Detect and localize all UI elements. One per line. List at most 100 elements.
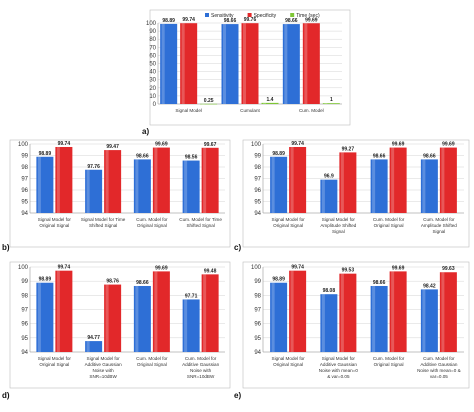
bar-highlight bbox=[105, 150, 109, 213]
bar-sensitivity bbox=[370, 159, 388, 213]
x-tick-label: Additive Gaussian bbox=[85, 362, 122, 367]
data-label: 99.69 bbox=[155, 142, 168, 148]
x-tick-label: Additive Gaussian bbox=[420, 362, 457, 367]
x-tick-label: Cum. Model for bbox=[136, 217, 168, 222]
data-label: 98.89 bbox=[272, 277, 285, 283]
y-tick-label: 20 bbox=[149, 86, 156, 92]
data-label: 99.69 bbox=[305, 17, 318, 23]
bar-sensitivity bbox=[36, 156, 54, 213]
y-tick-label: 95 bbox=[254, 336, 261, 342]
bar-highlight bbox=[271, 282, 275, 352]
y-tick-label: 97 bbox=[21, 308, 28, 314]
data-label: 99.69 bbox=[392, 265, 405, 271]
x-tick-label: Cum. Model for Time bbox=[179, 217, 222, 222]
x-tick-label: Cum. Model bbox=[299, 108, 324, 113]
x-tick-label: Original Signal bbox=[39, 223, 69, 228]
y-tick-label: 100 bbox=[251, 265, 262, 271]
y-tick-label: 100 bbox=[251, 142, 262, 148]
bar-highlight bbox=[161, 23, 165, 104]
y-tick-label: 94 bbox=[21, 350, 28, 356]
legend-swatch bbox=[205, 13, 209, 17]
x-tick-label: Cum. Model for bbox=[373, 217, 405, 222]
chart-panel-b: 94 95 96 97 98 99 100 98.89 99.74 Signal Model fo… bbox=[9, 139, 231, 248]
y-tick-label: 94 bbox=[21, 211, 28, 217]
bar-sensitivity bbox=[85, 341, 103, 352]
legend-swatch bbox=[290, 13, 295, 17]
y-tick-label: 99 bbox=[254, 279, 261, 285]
data-label: 1 bbox=[330, 97, 333, 103]
bar-highlight bbox=[321, 294, 325, 352]
y-tick-label: 100 bbox=[146, 21, 157, 27]
y-tick-label: 40 bbox=[149, 70, 156, 76]
data-label: 98.89 bbox=[272, 151, 285, 157]
x-tick-label: Original Signal bbox=[374, 223, 404, 228]
bar-highlight bbox=[135, 159, 139, 213]
y-tick-label: 94 bbox=[254, 350, 261, 356]
data-label: 99.48 bbox=[204, 268, 217, 274]
data-label: 98.08 bbox=[323, 288, 336, 294]
data-label: 94.77 bbox=[87, 335, 100, 341]
bar-sensitivity bbox=[182, 299, 200, 352]
bar-highlight bbox=[290, 270, 294, 352]
data-label: 99.74 bbox=[291, 141, 304, 147]
bar-sensitivity bbox=[85, 169, 103, 213]
bar-time-sec bbox=[261, 102, 279, 104]
data-label: 98.66 bbox=[136, 153, 149, 159]
bar-specificity bbox=[241, 23, 259, 105]
x-tick-label: Signal Model for bbox=[38, 356, 72, 361]
bar-sensitivity bbox=[320, 179, 338, 213]
legend-entry: Time (sec) bbox=[296, 13, 320, 19]
data-label: 1.4 bbox=[267, 97, 274, 103]
bar-highlight bbox=[263, 102, 266, 104]
y-tick-label: 100 bbox=[18, 265, 29, 271]
data-label: 98.66 bbox=[373, 280, 386, 286]
x-tick-label: Noise with bbox=[190, 368, 212, 373]
bar-specificity bbox=[289, 270, 307, 352]
x-tick-label: SNR=10dBW bbox=[89, 374, 117, 379]
bar-time-sec bbox=[200, 103, 218, 105]
y-tick-label: 30 bbox=[149, 78, 156, 84]
data-label: 97.71 bbox=[185, 293, 198, 299]
x-tick-label: Signal Model for bbox=[38, 217, 72, 222]
bar-highlight bbox=[56, 146, 60, 213]
y-tick-label: 95 bbox=[21, 200, 28, 206]
data-label: 98.76 bbox=[106, 279, 119, 285]
panel-label-c: c) bbox=[234, 243, 241, 252]
bar-sensitivity bbox=[182, 160, 200, 213]
bar-highlight bbox=[422, 289, 426, 352]
data-label: 98.89 bbox=[39, 277, 52, 283]
y-tick-label: 98 bbox=[21, 293, 28, 299]
bar-highlight bbox=[340, 152, 344, 213]
bar-highlight bbox=[201, 103, 205, 105]
bar-specificity bbox=[339, 273, 357, 352]
y-tick-label: 95 bbox=[21, 336, 28, 342]
data-label: 98.89 bbox=[162, 18, 175, 24]
bar-sensitivity bbox=[160, 23, 178, 104]
data-label: 99.74 bbox=[291, 265, 304, 271]
y-tick-label: 80 bbox=[149, 37, 156, 43]
bar-highlight bbox=[203, 274, 207, 352]
bar-highlight bbox=[340, 273, 344, 352]
bar-sensitivity bbox=[133, 159, 151, 213]
bar-highlight bbox=[56, 270, 60, 352]
bar-time-sec bbox=[322, 103, 340, 104]
bar-specificity bbox=[55, 270, 73, 352]
y-tick-label: 94 bbox=[254, 211, 261, 217]
data-label: 98.42 bbox=[423, 283, 436, 289]
data-label: 99.69 bbox=[442, 142, 455, 148]
x-tick-label: Signal Model for bbox=[87, 356, 121, 361]
x-tick-label: Signal bbox=[432, 229, 445, 234]
bar-highlight bbox=[372, 285, 376, 352]
bar-specificity bbox=[180, 23, 198, 104]
x-tick-label: Original Signal bbox=[273, 223, 303, 228]
data-label: 98.56 bbox=[185, 155, 198, 161]
y-tick-label: 96 bbox=[21, 322, 28, 328]
y-tick-label: 99 bbox=[21, 279, 28, 285]
data-label: 97.76 bbox=[87, 164, 100, 170]
bar-highlight bbox=[290, 146, 294, 213]
bar-highlight bbox=[154, 147, 158, 213]
y-tick-label: 96 bbox=[254, 322, 261, 328]
data-label: 99.67 bbox=[204, 142, 217, 148]
y-tick-label: 98 bbox=[254, 293, 261, 299]
legend-swatch bbox=[247, 13, 252, 17]
